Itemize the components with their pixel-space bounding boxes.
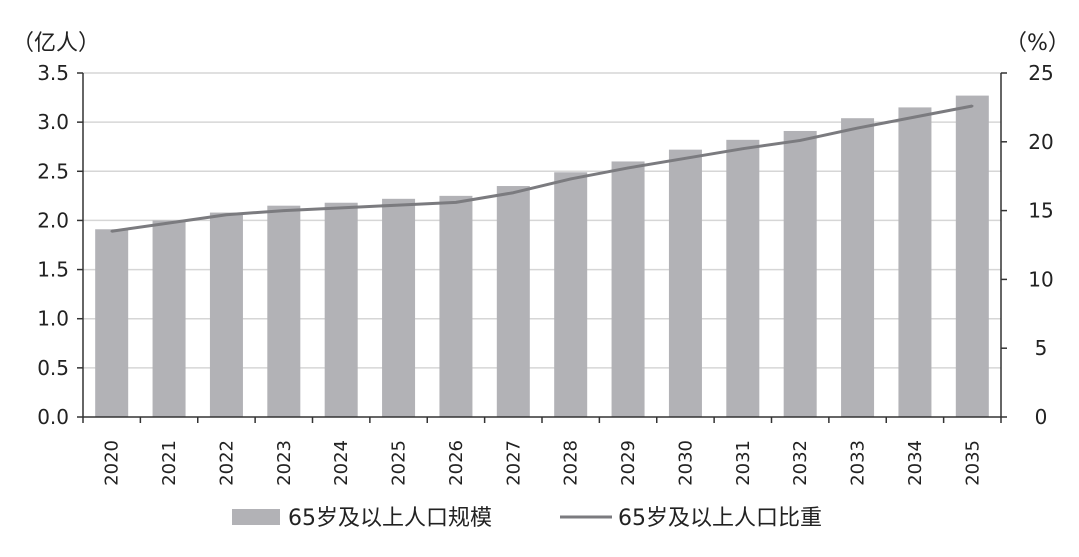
bar xyxy=(152,220,186,417)
bar xyxy=(95,229,129,417)
x-tick-label: 2031 xyxy=(733,440,754,486)
line-point xyxy=(167,221,171,225)
right-tick-label: 20 xyxy=(1028,130,1053,154)
left-tick-label: 3.0 xyxy=(37,110,69,134)
legend: 65岁及以上人口规模 65岁及以上人口比重 xyxy=(232,506,822,531)
right-tick-label: 15 xyxy=(1028,199,1053,223)
bar xyxy=(898,107,932,418)
x-tick-label: 2028 xyxy=(561,440,582,486)
line-path xyxy=(111,104,973,233)
bar xyxy=(841,118,875,417)
line-point xyxy=(741,147,745,150)
right-tick-label: 5 xyxy=(1035,336,1048,360)
left-tick-label: 0.5 xyxy=(37,356,69,380)
right-tick-label: 0 xyxy=(1035,405,1048,429)
x-tick-label: 2035 xyxy=(962,440,983,486)
line-point xyxy=(397,203,400,207)
line-point xyxy=(856,126,859,130)
x-tick-label: 2033 xyxy=(848,440,869,486)
x-tick-label: 2022 xyxy=(216,440,237,486)
line-series xyxy=(110,104,974,233)
line-point xyxy=(684,157,687,160)
left-axis-unit: （亿人） xyxy=(12,31,100,56)
left-tick-label: 2.0 xyxy=(37,208,69,232)
bar xyxy=(324,202,358,417)
x-tick-label: 2029 xyxy=(618,440,639,486)
legend-bar-label: 65岁及以上人口规模 xyxy=(288,506,492,531)
x-tick-label: 2021 xyxy=(159,440,180,486)
right-tick-label: 25 xyxy=(1028,61,1053,85)
x-tick-label: 2032 xyxy=(790,440,811,486)
right-axis-unit: （%） xyxy=(1005,31,1070,56)
bar xyxy=(955,95,989,417)
bar xyxy=(496,186,530,417)
left-tick-label: 1.0 xyxy=(37,307,69,331)
left-tick-label: 3.5 xyxy=(37,61,69,85)
x-tick-label: 2023 xyxy=(274,440,295,486)
x-tick-label: 2034 xyxy=(905,440,926,486)
line-point xyxy=(626,166,630,170)
right-tick-label: 10 xyxy=(1028,267,1053,291)
bar xyxy=(726,139,760,417)
line-point xyxy=(454,201,458,204)
x-tick-label: 2027 xyxy=(503,440,524,486)
bar xyxy=(668,149,702,418)
line-point xyxy=(225,213,228,216)
line-point xyxy=(971,104,974,108)
bar xyxy=(554,172,588,417)
left-tick-label: 1.5 xyxy=(37,258,69,282)
x-tick-label: 2024 xyxy=(331,440,352,486)
bar xyxy=(209,212,243,417)
legend-line-label: 65岁及以上人口比重 xyxy=(618,506,822,531)
x-tick-label: 2030 xyxy=(675,440,696,486)
line-point xyxy=(282,209,286,212)
line-point xyxy=(798,139,802,142)
left-tick-label: 2.5 xyxy=(37,159,69,183)
line-point xyxy=(110,230,113,233)
bar xyxy=(267,205,301,417)
x-tick-label: 2025 xyxy=(389,440,410,486)
line-point xyxy=(913,115,917,119)
left-tick-label: 0.0 xyxy=(37,405,69,429)
legend-bar-swatch xyxy=(232,509,280,525)
line-point xyxy=(569,177,572,181)
line-point xyxy=(512,191,515,194)
bar xyxy=(783,130,817,417)
bar xyxy=(439,195,473,417)
bar xyxy=(382,198,416,417)
line-point xyxy=(339,206,343,210)
x-tick-label: 2026 xyxy=(446,440,467,486)
bar xyxy=(611,161,645,417)
bar-series xyxy=(95,95,989,418)
x-tick-label: 2020 xyxy=(102,440,123,486)
